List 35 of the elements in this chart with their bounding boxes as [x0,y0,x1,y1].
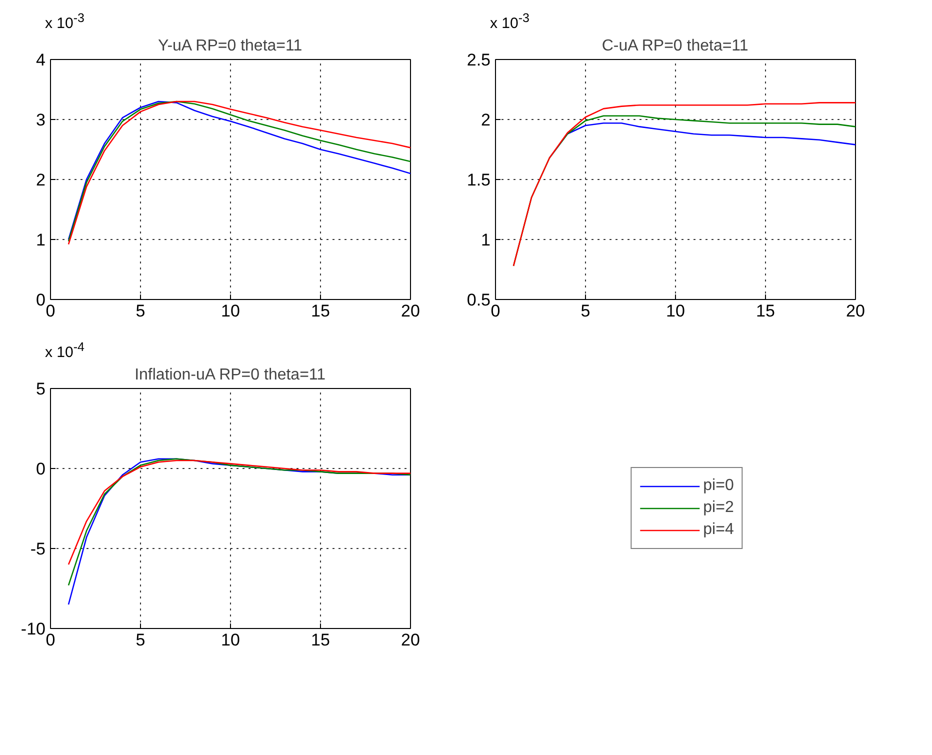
x-tick-label: 20 [846,302,865,320]
x-tick-label: 15 [756,302,775,320]
y-tick-label: 1 [481,230,491,250]
y-tick-label: 1.5 [466,170,491,190]
legend-label: pi=0 [703,477,734,495]
x-tick-label: 5 [136,630,146,650]
x-tick-label: 5 [136,302,146,320]
chart-title: Y-uA RP=0 theta=11 [158,38,302,54]
legend-label: pi=2 [703,499,734,517]
chart-title: C-uA RP=0 theta=11 [602,38,748,54]
y-tick-label: 5 [36,380,46,398]
y-tick-label: -10 [20,620,46,638]
y-tick-label: -5 [30,540,46,558]
y-tick-label: 3 [36,110,46,130]
text: x 10$^{-3}$ [490,10,530,34]
x-tick-label: 10 [221,630,240,650]
x-tick-label: 15 [311,630,330,650]
legend-label: pi=4 [703,521,734,539]
x-tick-label: 10 [666,302,685,320]
x-tick-label: 15 [311,302,330,320]
y-tick-label: 0.5 [466,290,491,310]
y-tick-label: 2 [36,170,46,190]
x-tick-label: 20 [401,302,420,320]
y-tick-label: 2 [481,110,491,130]
y-tick-label: 0 [36,460,46,478]
chart-title: Inflation-uA RP=0 theta=11 [134,366,326,384]
y-tick-label: 2.5 [466,50,491,70]
line-series [68,460,410,566]
text: x 10$^{-3}$ [45,10,84,34]
x-tick-label: 20 [401,630,420,650]
text: x 10$^{-4}$ [45,339,84,363]
y-tick-label: 4 [36,50,46,70]
x-tick-label: 5 [580,302,590,320]
y-tick-label: 1 [36,230,46,250]
x-tick-label: 10 [221,302,240,320]
